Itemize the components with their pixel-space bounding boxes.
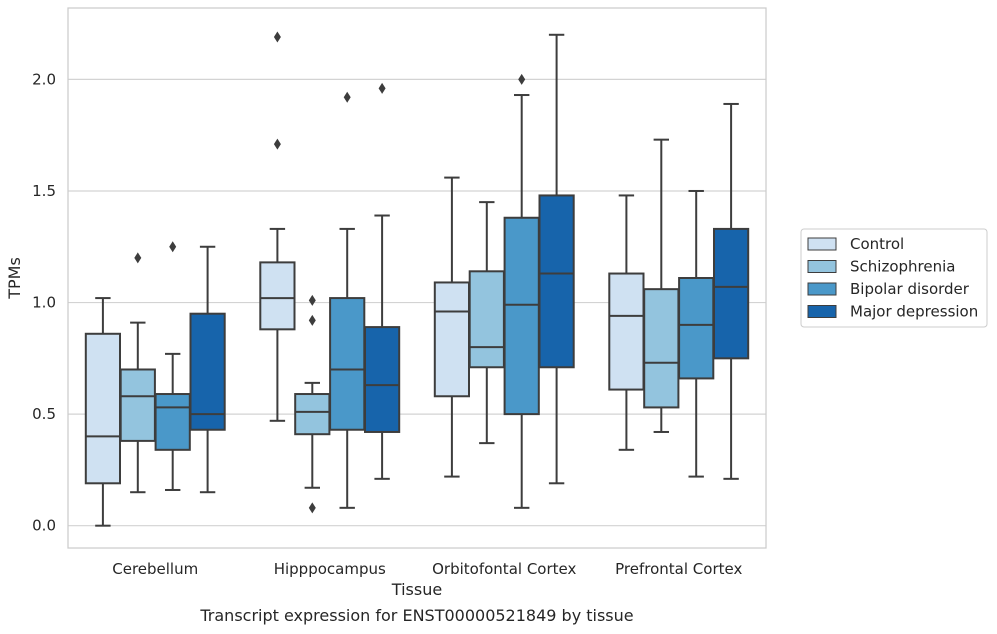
outlier-point (273, 31, 281, 43)
box-bipolar-disorder (503, 73, 540, 509)
x-axis-label: Tissue (391, 580, 442, 599)
box-iqr (294, 393, 331, 436)
y-tick-label: 0.5 (32, 405, 56, 423)
box-schizophrenia (643, 138, 680, 433)
outlier-point (308, 502, 316, 514)
legend-swatch-schizophrenia (807, 260, 837, 273)
legend-label-control: Control (850, 235, 904, 253)
box-control (84, 297, 122, 527)
box-major-depression (363, 82, 401, 480)
outlier-point (273, 138, 281, 150)
box-iqr (712, 227, 750, 360)
box-iqr (84, 332, 122, 485)
y-tick-label: 0.0 (32, 517, 56, 535)
legend-swatch-control (807, 237, 837, 251)
legend-label-bipolar-disorder: Bipolar disorder (850, 280, 970, 298)
legend: Control Schizophrenia Bipolar disorder Majo… (800, 228, 988, 328)
y-tick-label: 1.5 (32, 182, 56, 200)
box-major-depression (189, 245, 226, 494)
box-iqr (329, 297, 366, 431)
boxes (84, 31, 750, 527)
y-tick-label: 2.0 (32, 70, 56, 88)
box-major-depression (712, 102, 750, 480)
box-schizophrenia (119, 252, 156, 494)
outlier-point (134, 252, 142, 264)
legend-label-major-depression: Major depression (850, 303, 978, 321)
box-schizophrenia (468, 201, 505, 445)
box-control (608, 194, 645, 451)
box-iqr (468, 270, 505, 369)
box-iqr (678, 277, 715, 380)
box-bipolar-disorder (154, 241, 191, 491)
legend-frame (800, 228, 988, 328)
x-tick-label: Hipppocampus (274, 560, 386, 578)
outlier-point (518, 73, 526, 85)
box-iqr (608, 272, 645, 391)
x-tick-labels: Cerebellum Hipppocampus Orbitofontal Corte… (112, 560, 742, 578)
plot-frame (67, 7, 767, 549)
figure-caption: Transcript expression for ENST0000052184… (200, 606, 634, 625)
legend-swatch-major-depression (807, 305, 837, 318)
outlier-point (169, 241, 177, 253)
box-major-depression (538, 33, 575, 485)
x-tick-label: Orbitofontal Cortex (432, 560, 576, 578)
box-schizophrenia (294, 294, 331, 514)
box-iqr (189, 312, 226, 431)
y-tick-labels: 0.0 0.5 1.0 1.5 2.0 (32, 70, 56, 534)
box-iqr (643, 288, 680, 409)
box-bipolar-disorder (329, 91, 366, 509)
box-bipolar-disorder (678, 189, 715, 478)
box-iqr (119, 368, 156, 442)
box-control (259, 31, 296, 422)
box-iqr (154, 393, 191, 451)
outlier-point (308, 294, 316, 306)
box-iqr (503, 216, 540, 416)
box-control (433, 176, 471, 478)
legend-label-schizophrenia: Schizophrenia (850, 258, 955, 276)
outlier-point (343, 91, 351, 103)
outlier-point (378, 82, 386, 94)
x-tick-label: Cerebellum (112, 560, 198, 578)
box-iqr (538, 194, 575, 369)
x-tick-label: Prefrontal Cortex (615, 560, 742, 578)
box-iqr (363, 326, 401, 433)
legend-swatch-bipolar-disorder (807, 282, 837, 296)
outlier-point (308, 314, 316, 326)
box-iqr (433, 281, 471, 398)
y-axis-label: TPMs (5, 257, 24, 300)
y-tick-label: 1.0 (32, 294, 56, 312)
box-iqr (259, 261, 296, 331)
